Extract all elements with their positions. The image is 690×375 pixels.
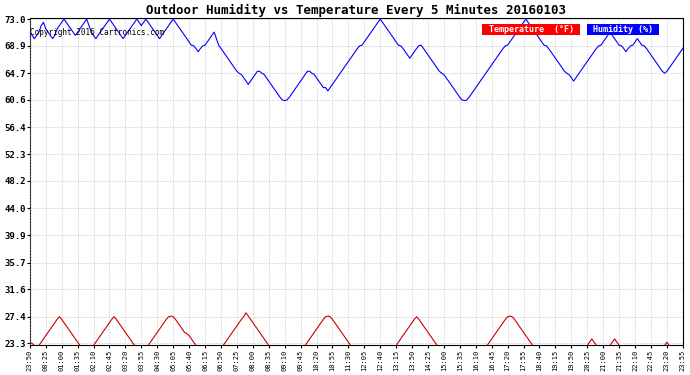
Text: Temperature  (°F): Temperature (°F) [484,25,579,34]
Text: Humidity (%): Humidity (%) [588,25,658,34]
Text: Copyright 2016 Cartronics.com: Copyright 2016 Cartronics.com [30,28,165,37]
Title: Outdoor Humidity vs Temperature Every 5 Minutes 20160103: Outdoor Humidity vs Temperature Every 5 … [146,4,566,17]
